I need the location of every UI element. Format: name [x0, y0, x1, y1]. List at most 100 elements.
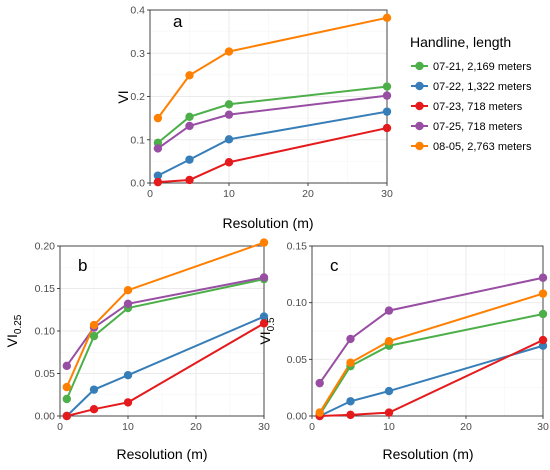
legend-key-point: [415, 141, 424, 151]
legend-key-point: [415, 61, 424, 71]
data-point: [123, 299, 133, 308]
data-point: [346, 410, 355, 420]
data-point: [123, 398, 133, 407]
data-point: [62, 382, 71, 392]
series-line-4: [65, 241, 265, 388]
panel-letter: b: [78, 256, 87, 275]
y-tick-label: 0.00: [35, 411, 56, 423]
x-tick-label: 20: [460, 421, 472, 433]
data-point: [185, 121, 194, 131]
legend-label: 07-22, 1,322 meters: [433, 81, 532, 93]
data-point: [346, 397, 355, 406]
data-point: [62, 361, 71, 371]
series-line-2: [66, 322, 265, 417]
y-tick-label: 0.15: [287, 241, 308, 253]
x-tick-label: 0: [309, 421, 315, 433]
data-point: [315, 378, 324, 388]
series-line-4: [157, 16, 388, 119]
data-point: [89, 331, 99, 341]
y-tick-label: 0.0: [130, 178, 145, 190]
data-point: [538, 289, 548, 298]
y-axis-title-subscript: 0.5: [266, 317, 277, 331]
data-point: [153, 177, 163, 187]
data-point: [259, 319, 269, 328]
y-tick-label: 0.1: [130, 134, 145, 146]
data-point: [382, 13, 392, 22]
series-line-0: [318, 313, 544, 416]
panel-letter: c: [330, 256, 339, 275]
x-tick-label: 30: [381, 188, 393, 200]
data-point: [382, 123, 392, 133]
panel-border: [311, 245, 544, 417]
legend-item: 07-22, 1,322 meters: [411, 81, 532, 93]
y-axis-title-subscript: 0.25: [13, 314, 24, 334]
y-axis-title-main: VI: [257, 331, 273, 344]
x-axis-title: Resolution (m): [116, 446, 207, 462]
data-point: [384, 408, 394, 417]
data-point: [382, 107, 392, 116]
x-axis-title: Resolution (m): [382, 446, 473, 462]
x-tick-label: 30: [258, 421, 270, 433]
data-point: [259, 238, 269, 247]
x-tick-label: 0: [147, 188, 153, 200]
data-point: [384, 386, 394, 396]
data-point: [123, 371, 133, 380]
data-point: [89, 320, 99, 330]
y-tick-label: 0.05: [35, 368, 56, 380]
data-point: [62, 411, 71, 421]
x-tick-label: 10: [223, 188, 235, 200]
series-line-2: [157, 127, 388, 184]
series-line-4: [318, 292, 544, 414]
data-point: [153, 113, 163, 123]
data-point: [259, 312, 269, 321]
series-line-0: [65, 278, 265, 400]
y-tick-label: 0.3: [130, 48, 145, 60]
panel-c: 0 10 20 30 0.00 0.05 0.10 0.15 c Resolution (m) VI…: [257, 241, 549, 463]
data-point: [259, 273, 269, 282]
legend-label: 07-21, 2,169 meters: [433, 61, 532, 73]
data-point: [224, 47, 234, 56]
x-tick-label: 10: [383, 421, 395, 433]
series-line-1: [157, 110, 388, 177]
panel-b: 0 10 20 30 0.00 0.05 0.10 0.15 0.20 b Resolution (…: [4, 238, 270, 462]
panel-border: [59, 245, 265, 417]
data-point: [346, 358, 355, 367]
y-tick-label: 0.10: [287, 297, 308, 309]
legend-item: 07-21, 2,169 meters: [411, 61, 532, 73]
x-tick-label: 0: [57, 421, 63, 433]
data-point: [346, 334, 355, 344]
data-point: [185, 112, 194, 122]
data-point: [153, 144, 163, 153]
data-point: [224, 158, 234, 167]
legend-key-point: [415, 121, 424, 131]
legend-item: 07-25, 718 meters: [411, 121, 523, 133]
legend-title: Handline, length: [410, 34, 511, 50]
x-tick-label: 30: [537, 421, 549, 433]
legend-item: 08-05, 2,763 meters: [411, 141, 532, 153]
data-point: [224, 110, 234, 119]
legend-key-point: [415, 81, 424, 91]
y-axis-title: VI0.25: [4, 314, 24, 347]
y-axis-title: VI0.5: [257, 317, 277, 345]
legend-label: 07-25, 718 meters: [433, 121, 523, 133]
x-tick-label: 20: [190, 421, 202, 433]
series-line-3: [318, 276, 544, 384]
data-point: [123, 286, 133, 295]
data-point: [89, 385, 99, 394]
y-tick-label: 0.05: [287, 354, 308, 366]
y-tick-label: 0.2: [130, 91, 145, 103]
x-tick-label: 10: [122, 421, 134, 433]
data-point: [538, 273, 548, 282]
y-tick-label: 0.4: [130, 5, 145, 17]
series-line-1: [319, 344, 544, 417]
x-tick-label: 20: [302, 188, 314, 200]
legend-label: 08-05, 2,763 meters: [433, 141, 532, 153]
panel-letter: a: [173, 12, 183, 31]
data-point: [185, 155, 194, 164]
x-axis-title: Resolution (m): [222, 215, 313, 231]
data-point: [185, 175, 194, 185]
data-point: [89, 405, 99, 414]
y-axis-title-main: VI: [115, 90, 131, 103]
y-axis-title: VI: [115, 90, 131, 103]
